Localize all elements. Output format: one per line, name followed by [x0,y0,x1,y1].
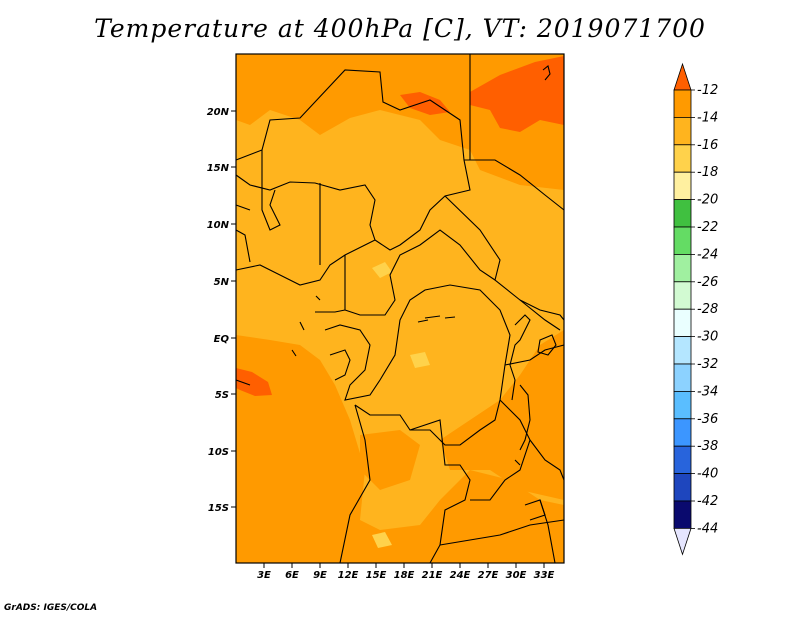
legend-label: -38 [697,439,718,454]
legend-swatch [673,199,692,228]
legend-label: -16 [697,138,718,153]
lon-label: 21E [422,570,443,581]
legend-label: -26 [697,275,718,290]
legend-label: -32 [697,357,718,372]
legend-label: -18 [697,165,718,180]
lat-label: 10N [207,220,230,231]
field-cool-2 [410,352,430,368]
legend-swatch [673,528,692,556]
lat-label: EQ [214,334,230,345]
color-legend: -12 -14 -16 -18 -20 -22 -24 -26 -28 -30 -32 -34 -36 -… [673,62,718,556]
lat-label: 5N [214,277,230,288]
legend-label: -20 [697,193,718,208]
legend-swatch [673,390,692,420]
legend-swatch [673,171,692,200]
lon-label: 12E [338,570,359,581]
legend-swatch [673,226,692,255]
legend-swatch [673,89,692,118]
legend-swatch [673,281,692,310]
field-hot-sw [236,368,272,396]
map-title: Temperature at 400hPa [C], VT: 201907170… [94,14,706,43]
legend-swatch [673,253,692,283]
lon-label: 33E [534,570,555,581]
lon-label: 6E [285,570,299,581]
axis-tick-marks [231,110,545,568]
legend-label: -22 [697,220,718,235]
lat-label: 10S [208,447,229,458]
legend-swatch [673,418,692,447]
legend-swatch [673,500,692,529]
lon-label: 15E [366,570,387,581]
lon-label: 3E [257,570,271,581]
legend-swatch [673,445,692,475]
grads-credit: GrADS: IGES/COLA [4,603,98,613]
lon-label: 30E [506,570,527,581]
field-hot-north [400,92,450,115]
field-cool-3 [372,532,392,548]
legend-label: -12 [697,83,718,98]
legend-swatch [673,117,692,146]
field-warm-west [236,335,564,563]
lat-label: 15S [208,503,229,514]
lat-label: 5S [215,390,229,401]
legend-label: -36 [697,412,718,427]
legend-swatch [673,308,692,338]
legend-label: -34 [697,384,718,399]
legend-swatch [673,144,692,173]
temperature-field [236,54,564,563]
lon-label: 27E [478,570,499,581]
legend-label: -40 [697,467,718,482]
lat-label: 20N [207,107,230,118]
field-warm-central [360,430,420,490]
legend-label: -14 [697,110,718,125]
field-hot-ne [470,56,564,132]
lon-label: 18E [394,570,415,581]
legend-label: -44 [697,521,718,536]
lon-label: 9E [313,570,327,581]
legend-swatch [673,473,692,502]
legend-swatch [673,62,692,91]
country-borders [235,54,565,564]
legend-swatch [673,336,692,365]
field-warm-east [440,330,564,500]
lat-label: 15N [207,163,230,174]
map-frame [235,53,565,564]
legend-label: -28 [697,302,718,317]
legend-label: -30 [697,330,718,345]
lon-label: 24E [450,570,471,581]
legend-label: -42 [697,494,718,509]
legend-swatch [673,363,692,392]
field-cool-1 [372,262,392,278]
legend-label: -24 [697,247,718,262]
